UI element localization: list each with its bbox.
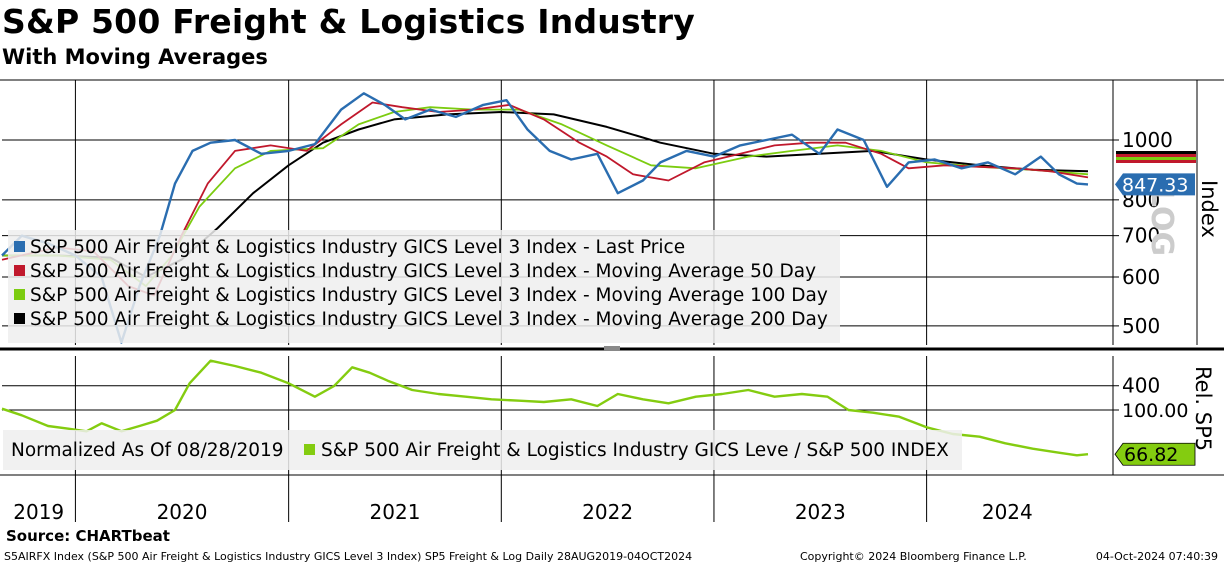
relative-last-label: 66.82	[1124, 444, 1178, 466]
legend-swatch-relative	[304, 444, 315, 455]
legend-entry-1: S&P 500 Air Freight & Logistics Industry…	[30, 261, 816, 282]
panel-resize-handle	[604, 346, 620, 351]
y-tick-label-700: 700	[1122, 224, 1160, 248]
log-scale-watermark: LOG	[1144, 188, 1179, 256]
last-price-label: 847.33	[1122, 174, 1188, 196]
ma-end-flag	[1116, 157, 1196, 160]
legend-swatch-1	[14, 265, 25, 276]
source-label: Source: CHARTbeat	[6, 527, 170, 545]
x-tick-label-2020: 2020	[157, 500, 208, 524]
y-tick-label-500: 500	[1122, 314, 1160, 338]
x-tick-label-2019: 2019	[13, 500, 64, 524]
y-tick-label-1000: 1000	[1122, 128, 1173, 152]
chart-subtitle: With Moving Averages	[2, 45, 268, 69]
y-axis-label-index: Index	[1197, 180, 1221, 238]
footer-ticker-description: S5AIRFX Index (S&P 500 Air Freight & Log…	[4, 550, 693, 563]
y-tick-label-rel-100: 100.00	[1122, 400, 1188, 422]
y-tick-label-400: 400	[1122, 374, 1160, 398]
legend-swatch-2	[14, 289, 25, 300]
series-line-last-price	[1, 92, 1089, 344]
last-price-flag	[1115, 173, 1195, 196]
legend-entry-0: S&P 500 Air Freight & Logistics Industry…	[30, 237, 685, 258]
x-tick-label-2021: 2021	[370, 500, 421, 524]
legend-box-lower	[3, 430, 962, 470]
series-line-relative	[1, 359, 1089, 457]
y-axis-label-rel: Rel. SP5	[1191, 366, 1215, 451]
legend-entry-2: S&P 500 Air Freight & Logistics Industry…	[30, 285, 828, 306]
ma-end-flag	[1116, 160, 1196, 163]
footer-copyright: Copyright© 2024 Bloomberg Finance L.P.	[800, 550, 1027, 563]
legend-swatch-3	[14, 313, 25, 324]
ma-end-flag	[1116, 154, 1196, 157]
y-tick-label-600: 600	[1122, 265, 1160, 289]
footer-timestamp: 04-Oct-2024 07:40:39	[1095, 550, 1218, 563]
legend-swatch-0	[14, 241, 25, 252]
legend-entry-3: S&P 500 Air Freight & Logistics Industry…	[30, 309, 828, 330]
legend-box-upper	[8, 230, 840, 343]
chart-title: S&P 500 Freight & Logistics Industry	[2, 2, 695, 41]
relative-last-flag	[1114, 442, 1196, 466]
x-tick-label-2022: 2022	[582, 500, 633, 524]
legend-normalized-label: Normalized As Of 08/28/2019	[11, 440, 284, 461]
series-line-ma50	[1, 101, 1089, 297]
x-tick-label-2023: 2023	[795, 500, 846, 524]
ma-end-flag	[1116, 151, 1196, 154]
legend-entry-relative: S&P 500 Air Freight & Logistics Industry…	[321, 440, 949, 461]
x-tick-label-2024: 2024	[982, 500, 1033, 524]
